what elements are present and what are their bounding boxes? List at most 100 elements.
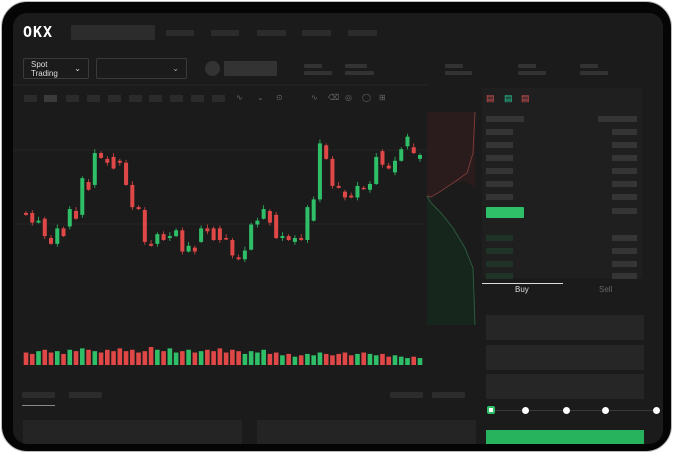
draw-tool-icon[interactable]: ⌫ — [328, 93, 340, 102]
interval-button[interactable] — [212, 95, 225, 102]
ask-amount — [612, 155, 637, 161]
interval-button[interactable] — [108, 95, 121, 102]
candle-body — [99, 153, 104, 158]
orderbook-both-icon[interactable]: ▤ — [486, 93, 495, 103]
interval-button[interactable] — [191, 95, 204, 102]
amount-input[interactable] — [486, 345, 644, 370]
interval-button[interactable] — [24, 95, 37, 102]
slider-step-25[interactable] — [522, 407, 529, 414]
orderbook-bids-icon[interactable]: ▤ — [504, 93, 513, 103]
bid-price — [486, 273, 513, 279]
candle-body — [42, 218, 47, 237]
interval-button-active[interactable] — [44, 95, 57, 102]
volume-bar — [61, 353, 66, 365]
nav-item[interactable] — [257, 30, 286, 36]
volume-bar — [86, 349, 91, 365]
candle-body — [274, 214, 279, 239]
candle-body — [199, 228, 204, 242]
ask-price — [486, 181, 513, 187]
pair-dropdown[interactable]: ⌄ — [96, 58, 187, 79]
volume-bar — [261, 349, 266, 365]
expand-icon[interactable]: ⊞ — [379, 93, 386, 102]
market-type-dropdown[interactable]: Spot Trading ⌄ — [23, 58, 89, 79]
candle-body — [105, 158, 110, 163]
volume-bar — [342, 352, 348, 365]
slider-step-75[interactable] — [602, 407, 609, 414]
volume-bar — [330, 355, 335, 365]
nav-item[interactable] — [302, 30, 331, 36]
nav-item[interactable] — [166, 30, 194, 36]
interval-button[interactable] — [149, 95, 162, 102]
tab-open-orders[interactable] — [22, 392, 55, 398]
stat-value — [580, 71, 608, 75]
volume-bar — [98, 352, 104, 365]
filter-button[interactable] — [432, 392, 465, 398]
candle-body — [224, 238, 229, 240]
ask-price — [486, 129, 513, 135]
candle-body — [267, 211, 272, 223]
filter-button[interactable] — [390, 392, 423, 398]
candle-body — [49, 238, 54, 244]
ask-amount — [612, 142, 637, 148]
bid-amount — [612, 248, 637, 254]
okx-logo[interactable]: OKX — [23, 23, 54, 41]
volume-bar — [130, 349, 135, 365]
depth-bids-area — [427, 196, 475, 325]
interval-button[interactable] — [87, 95, 100, 102]
candle-body — [311, 199, 316, 221]
volume-bar — [92, 351, 98, 365]
interval-button[interactable] — [170, 95, 183, 102]
volume-bar — [217, 348, 223, 365]
total-input[interactable] — [486, 374, 644, 399]
volume-bar — [405, 358, 410, 365]
search-placeholder[interactable] — [71, 25, 155, 40]
app-screen: OKX Spot Trading ⌄ ⌄ ∿ ⌄ ⊙ ∿ ⌫ ◎ ◯ ⊞ ▤ — [13, 13, 663, 444]
volume-bar — [205, 349, 210, 365]
volume-bar — [148, 347, 154, 365]
volume-bar — [79, 348, 85, 365]
price-chart[interactable] — [13, 13, 483, 393]
target-icon[interactable]: ◎ — [345, 93, 352, 102]
buy-button[interactable] — [486, 430, 644, 444]
volume-bar — [111, 351, 116, 365]
circle-icon[interactable]: ◯ — [362, 93, 371, 102]
tab-order-history[interactable] — [69, 392, 102, 398]
tab-sell[interactable]: Sell — [599, 285, 613, 294]
orderbook-asks-icon[interactable]: ▤ — [521, 93, 530, 103]
stat-value — [445, 71, 472, 75]
slider-handle[interactable] — [487, 406, 495, 414]
nav-item[interactable] — [211, 30, 239, 36]
settings-icon[interactable]: ⊙ — [276, 93, 283, 102]
candle-body — [380, 151, 385, 165]
volume-bar — [311, 355, 316, 365]
volume-bar — [42, 349, 48, 365]
indicator-icon[interactable]: ∿ — [236, 93, 243, 102]
slider-step-100[interactable] — [653, 407, 660, 414]
interval-button[interactable] — [66, 95, 79, 102]
candle-body — [330, 158, 335, 186]
volume-bar — [398, 356, 404, 365]
volume-bar — [73, 351, 79, 365]
volume-bar — [280, 355, 285, 365]
nav-item[interactable] — [348, 30, 377, 36]
volume-bar — [367, 353, 373, 365]
candle-body — [30, 212, 35, 223]
tab-buy[interactable]: Buy — [515, 285, 529, 294]
amount-slider[interactable] — [491, 410, 658, 411]
candle-body — [361, 187, 366, 190]
slider-step-50[interactable] — [563, 407, 570, 414]
chart-type-icon[interactable]: ⌄ — [257, 93, 264, 102]
candle-body — [61, 228, 66, 237]
volume-bar — [242, 353, 248, 365]
volume-bar — [161, 351, 166, 365]
stat-label — [345, 64, 367, 68]
chart-grid — [13, 84, 428, 225]
volume-bar — [192, 352, 198, 365]
stat-value — [304, 71, 332, 75]
candle-body — [355, 185, 360, 198]
interval-button[interactable] — [129, 95, 142, 102]
volume-bar — [273, 352, 279, 365]
price-input[interactable] — [486, 315, 644, 340]
line-tool-icon[interactable]: ∿ — [311, 93, 318, 102]
candle-body — [392, 160, 397, 173]
